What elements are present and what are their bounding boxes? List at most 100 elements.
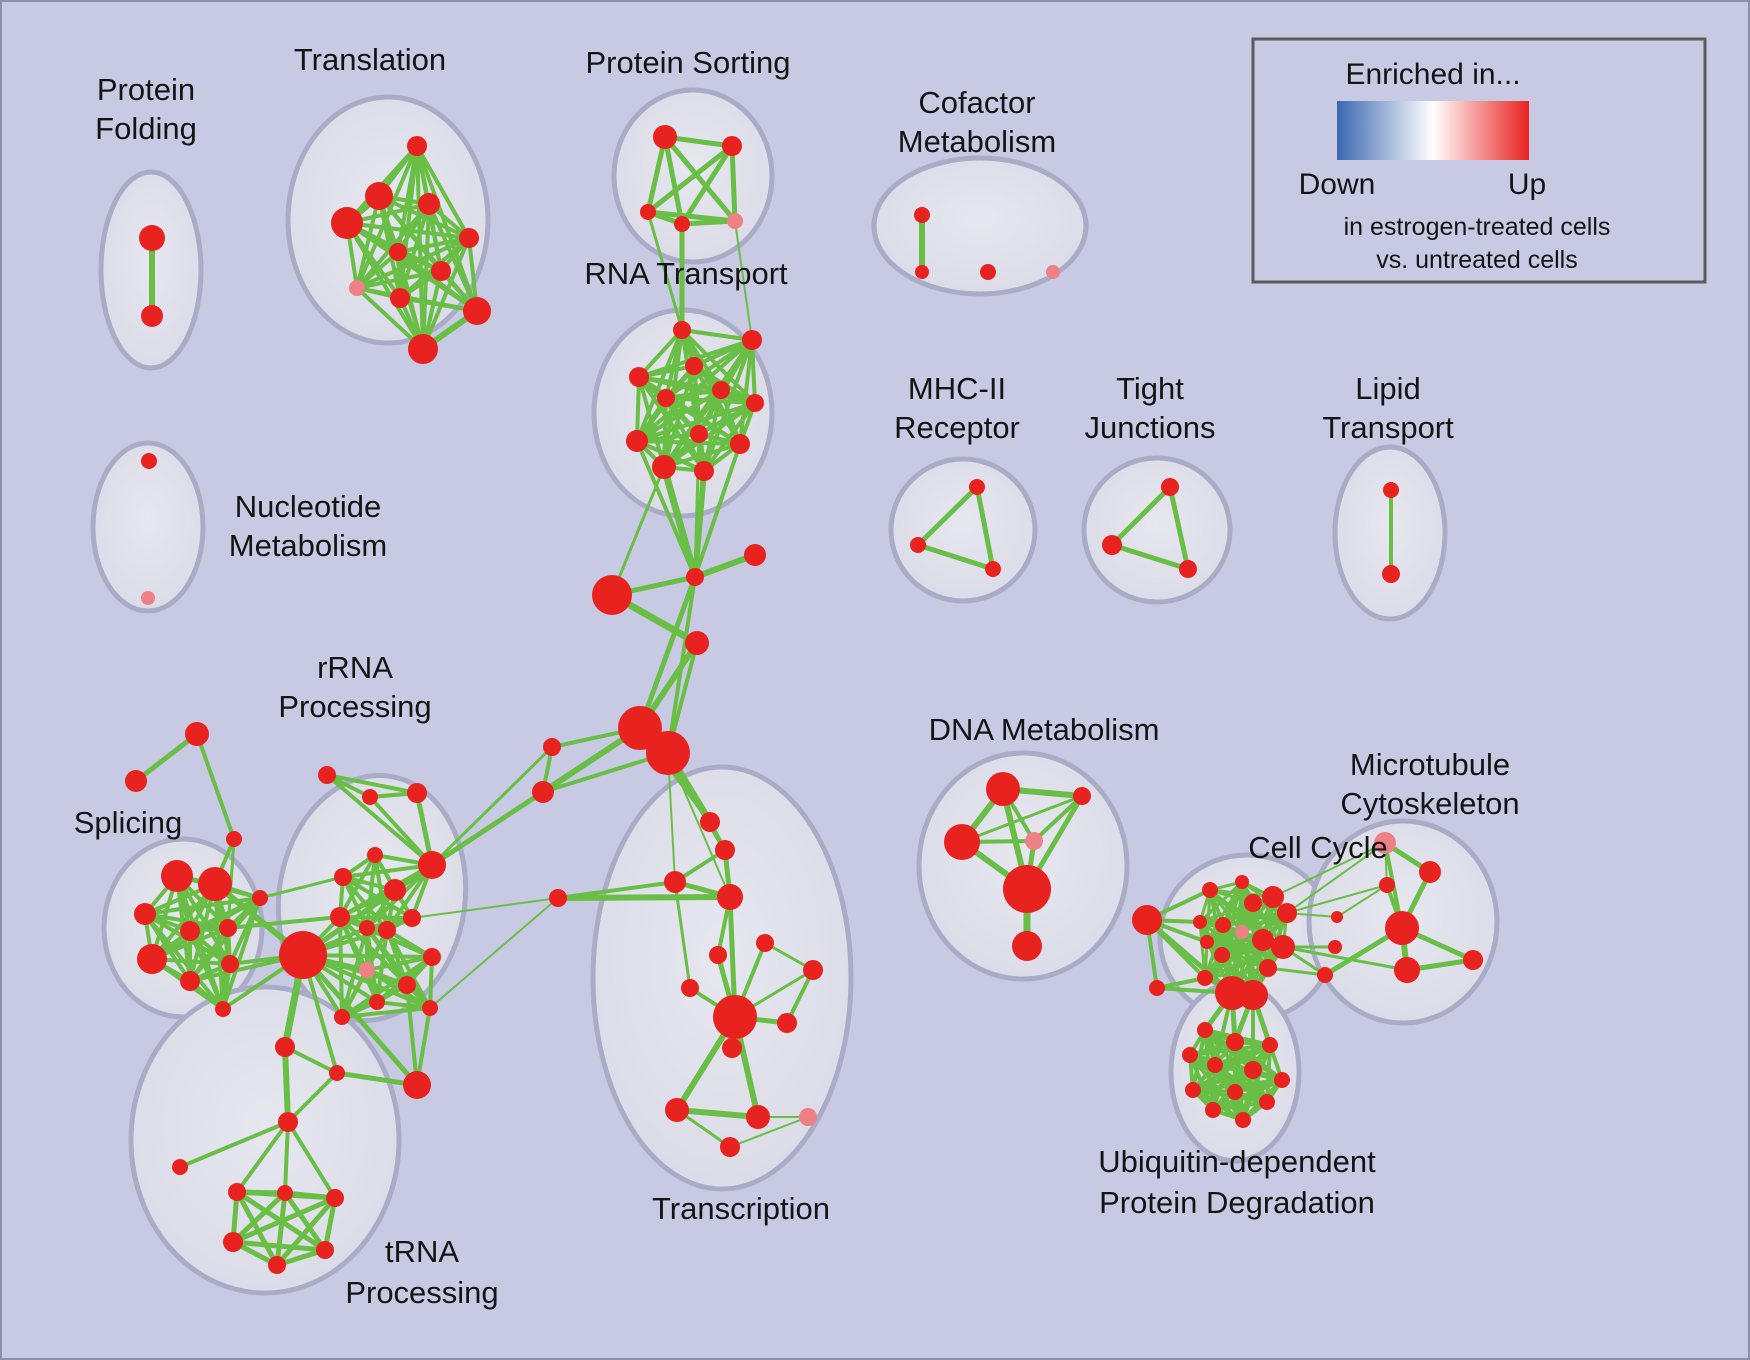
- edge: [133, 731, 200, 784]
- gene-set-node-red: [125, 770, 147, 792]
- gene-set-node-red: [746, 394, 764, 412]
- gene-set-node-red: [359, 920, 375, 936]
- gene-set-node-red: [407, 136, 427, 156]
- edge: [230, 1239, 328, 1253]
- gene-set-node-red: [910, 537, 926, 553]
- cluster-labels: Protein Folding Translation Protein Sorting…: [74, 42, 1520, 1310]
- gene-set-node-red: [777, 1013, 797, 1033]
- gene-set-node-red: [1197, 970, 1213, 986]
- legend-condition-line1: in estrogen-treated cells: [1344, 213, 1611, 241]
- gene-set-node-red: [646, 731, 690, 775]
- gene-set-node-red: [398, 976, 416, 994]
- edge: [338, 915, 414, 920]
- edge: [960, 794, 1084, 844]
- gene-set-node-red: [1394, 957, 1420, 983]
- edge: [368, 795, 434, 867]
- gene-set-node-red: [330, 907, 350, 927]
- edge: [1266, 966, 1327, 977]
- edge: [396, 236, 471, 254]
- gene-set-node-red: [690, 425, 708, 443]
- edge: [664, 396, 757, 405]
- gene-set-node-red: [985, 561, 1001, 577]
- cluster-label-microtubule-cytoskeleton: Cytoskeleton: [1340, 786, 1519, 821]
- gene-set-node-red: [1205, 1102, 1221, 1118]
- gene-set-node-red: [722, 136, 742, 156]
- gene-set-node-red: [657, 389, 675, 407]
- cluster-label-rrna-processing: Processing: [278, 689, 431, 724]
- gene-set-node-red: [275, 1037, 295, 1057]
- edge: [429, 897, 559, 1009]
- gene-set-node-red: [1244, 1061, 1262, 1079]
- gene-set-node-red: [665, 1098, 689, 1122]
- gene-set-node-red: [463, 297, 491, 325]
- gene-set-node-red: [1132, 905, 1162, 935]
- edge: [680, 328, 754, 342]
- gene-set-node-red: [713, 995, 757, 1039]
- gene-set-node-red: [1317, 967, 1333, 983]
- gene-set-node-red: [673, 321, 691, 339]
- gene-set-node-red: [329, 1065, 345, 1081]
- edge: [673, 880, 692, 990]
- gene-set-node-red: [403, 1071, 431, 1099]
- edge: [1155, 976, 1207, 990]
- edge: [915, 484, 980, 548]
- edge: [1191, 1068, 1255, 1092]
- edge: [645, 134, 668, 215]
- edge: [1272, 842, 1386, 898]
- gene-set-node-red: [1382, 565, 1400, 583]
- gene-set-node-red: [1197, 1022, 1213, 1038]
- gene-set-node-red: [1226, 1033, 1244, 1051]
- gene-set-node-red: [1331, 911, 1343, 923]
- gene-set-node-red: [1277, 903, 1297, 923]
- legend: Enriched in... Down Up in estrogen-treat…: [1251, 37, 1707, 284]
- gene-set-node-red: [1182, 1047, 1198, 1063]
- gene-set-node-red: [141, 453, 157, 469]
- gene-set-node-red: [744, 544, 766, 566]
- edge: [1211, 1100, 1269, 1112]
- gene-set-node-red: [1202, 882, 1218, 898]
- cluster-label-microtubule-cytoskeleton: Microtubule: [1350, 747, 1510, 782]
- gene-set-node-red: [389, 243, 407, 261]
- edge: [286, 1120, 337, 1200]
- edge: [1191, 1043, 1272, 1092]
- edge: [355, 194, 381, 290]
- cluster-label-tight-junctions: Junctions: [1085, 410, 1216, 445]
- legend-condition-line2: vs. untreated cells: [1376, 246, 1578, 274]
- gene-set-node-red: [403, 909, 421, 927]
- cluster-ellipse-cofactor-metabolism: [871, 155, 1089, 297]
- edge: [734, 220, 753, 341]
- gene-set-node-red: [1227, 1084, 1243, 1100]
- gene-set-node-red: [914, 207, 930, 223]
- edge: [430, 745, 554, 867]
- edge: [974, 484, 996, 572]
- edge: [610, 465, 666, 597]
- edge: [345, 221, 425, 351]
- gene-set-node-red: [278, 1112, 298, 1132]
- edge: [355, 269, 443, 290]
- gene-set-node-red: [1215, 917, 1231, 933]
- edge: [729, 1116, 809, 1148]
- gene-set-node-red: [1238, 980, 1268, 1010]
- gene-set-node-red: [685, 357, 703, 375]
- gene-set-node-red: [629, 367, 649, 387]
- edge: [1032, 794, 1084, 843]
- gene-set-node-red: [1102, 535, 1122, 555]
- gene-set-node-red: [219, 919, 237, 937]
- gene-set-node-red: [134, 903, 156, 925]
- edge: [1281, 945, 1409, 972]
- edge: [1109, 542, 1191, 572]
- gene-set-node-red: [1252, 929, 1274, 951]
- gene-set-node-red: [252, 890, 268, 906]
- gene-set-node-red: [709, 946, 727, 964]
- gene-set-node-pink: [799, 1108, 817, 1126]
- gene-set-node-red: [1328, 940, 1342, 954]
- gene-set-node-red: [422, 1000, 438, 1016]
- gene-set-node-red: [221, 955, 239, 973]
- gene-set-node-red: [378, 921, 396, 939]
- gene-set-node-red: [686, 568, 704, 586]
- legend-title: Enriched in...: [1345, 58, 1520, 91]
- gene-set-node-pink: [1235, 925, 1249, 939]
- edge: [1198, 880, 1244, 924]
- gene-set-node-red: [717, 884, 743, 910]
